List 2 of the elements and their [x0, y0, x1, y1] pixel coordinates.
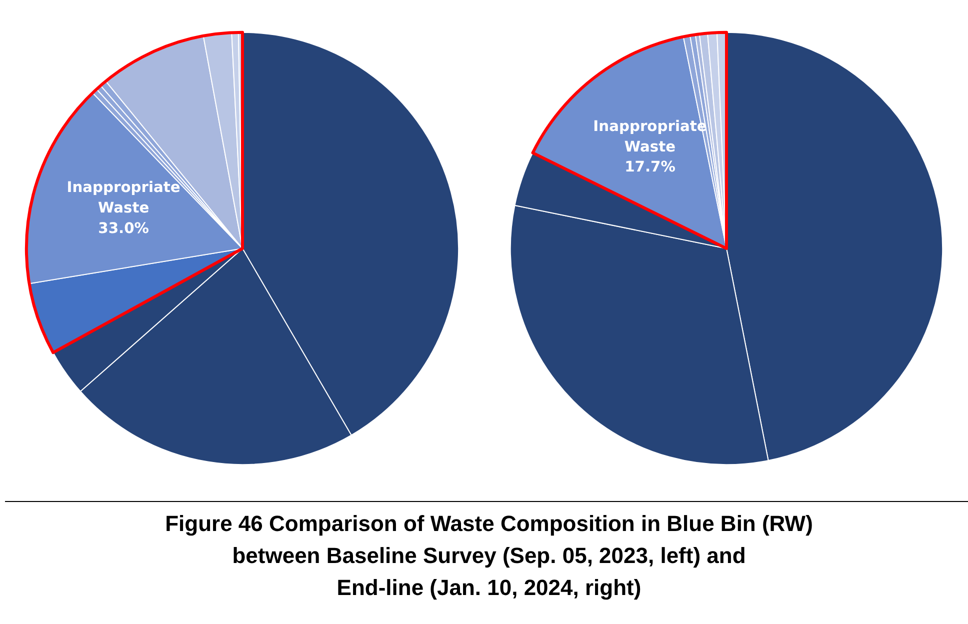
caption: Figure 46 Comparison of Waste Composition in Blue Bin (RW) between Baseline Survey (Sep. 05, 2023, left) and End-line (Jan. 10, 2024, right): [165, 510, 813, 602]
text: Inappropriate Waste 33.0%: [66, 179, 180, 237]
